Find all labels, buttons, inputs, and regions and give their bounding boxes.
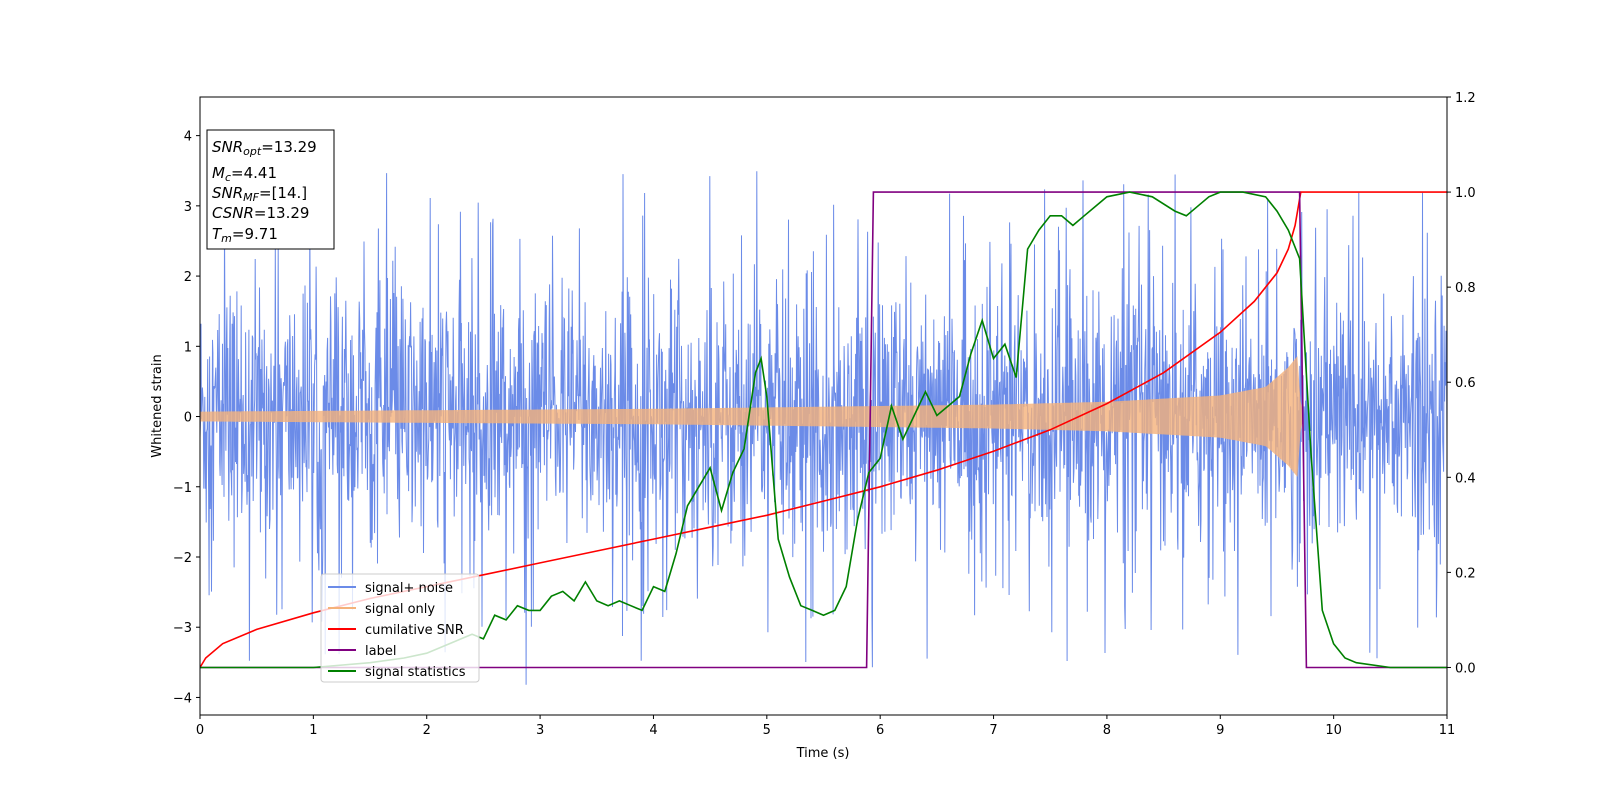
x-tick-label: 10 (1325, 723, 1342, 738)
x-tick-label: 5 (763, 723, 771, 738)
legend-label: signal only (365, 602, 435, 617)
series-signal-only (200, 356, 1447, 477)
legend-entry: label (328, 644, 396, 659)
annotation-snr-mf: SNRMF=[14.] (212, 184, 307, 204)
annotation-snr-opt: SNRopt=13.29 (212, 138, 317, 158)
y-left-tick-label: −3 (173, 621, 192, 636)
x-tick-label: 7 (989, 723, 997, 738)
x-tick-label: 2 (423, 723, 431, 738)
annotation-mc: Mc=4.41 (212, 164, 277, 184)
legend-entry: signal+ noise (328, 581, 453, 596)
x-tick-label: 9 (1216, 723, 1224, 738)
legend-entry: signal only (328, 602, 435, 617)
x-axis-label: Time (s) (796, 746, 850, 761)
left-y-axis-ticks: −4 −3 −2 −1 0 1 2 3 4 (173, 130, 200, 706)
legend-frame (320, 573, 480, 683)
y-axis-label: Whitened strain (150, 354, 165, 457)
annotation-tm: Tm=9.71 (212, 225, 278, 245)
x-axis-ticks: 0 1 2 3 4 5 6 7 8 9 10 11 (196, 715, 1455, 738)
legend-label: signal statistics (365, 665, 466, 680)
series-signal-statistics (200, 191, 1447, 669)
y-left-tick-label: 1 (184, 340, 192, 355)
y-left-tick-label: 2 (184, 270, 192, 285)
y-right-tick-label: 1.2 (1455, 91, 1476, 106)
legend-entry: cumilative SNR (328, 623, 464, 638)
legend-label: cumilative SNR (365, 623, 464, 638)
y-left-tick-label: 0 (184, 411, 192, 426)
y-left-tick-label: −1 (173, 481, 192, 496)
series-layer (200, 171, 1447, 685)
x-tick-label: 11 (1439, 723, 1456, 738)
x-tick-label: 1 (309, 723, 317, 738)
y-left-tick-label: 4 (184, 130, 192, 145)
y-right-tick-label: 0.2 (1455, 566, 1476, 581)
y-left-tick-label: 3 (184, 200, 192, 215)
y-right-tick-label: 0.6 (1455, 376, 1476, 391)
annotation-csnr: CSNR=13.29 (212, 204, 309, 222)
x-tick-label: 6 (876, 723, 884, 738)
y-right-tick-label: 0.4 (1455, 471, 1476, 486)
legend-label: signal+ noise (365, 581, 453, 596)
legend-entry: signal statistics (328, 665, 466, 680)
legend: signal+ noise signal only cumilative SNR la… (320, 573, 480, 683)
x-tick-label: 0 (196, 723, 204, 738)
x-tick-label: 8 (1103, 723, 1111, 738)
x-tick-label: 4 (649, 723, 657, 738)
y-left-tick-label: −2 (173, 551, 192, 566)
right-y-axis-ticks: 0.0 0.2 0.4 0.6 0.8 1.0 1.2 (1447, 91, 1476, 676)
x-tick-label: 3 (536, 723, 544, 738)
y-left-tick-label: −4 (173, 691, 192, 706)
legend-label: label (365, 644, 396, 659)
annotation-box: SNRopt=13.29 Mc=4.41 SNRMF=[14.] CSNR=13… (206, 129, 335, 250)
series-signal-plus-noise (200, 171, 1447, 685)
series-label (200, 191, 1447, 669)
plot-frame (199, 96, 1448, 716)
y-right-tick-label: 1.0 (1455, 186, 1476, 201)
y-right-tick-label: 0.8 (1455, 281, 1476, 296)
y-right-tick-label: 0.0 (1455, 661, 1476, 676)
